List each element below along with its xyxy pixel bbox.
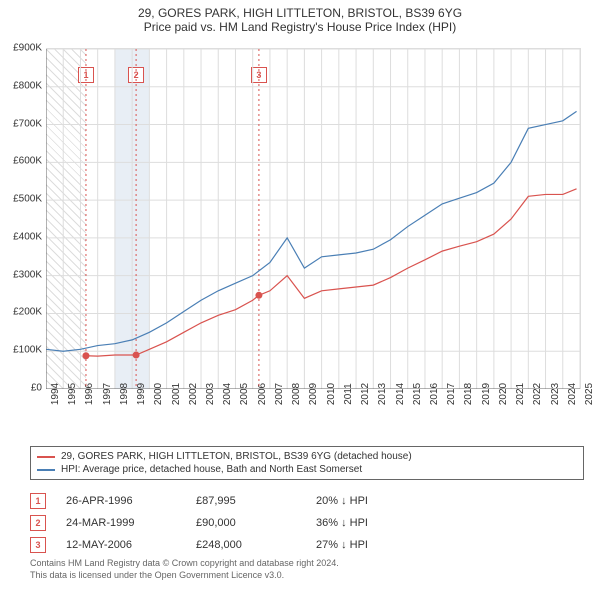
legend: 29, GORES PARK, HIGH LITTLETON, BRISTOL,… [30, 446, 584, 480]
y-tick-label: £400K [13, 231, 42, 242]
sale-price: £90,000 [196, 517, 296, 529]
sale-row: 2 24-MAR-1999 £90,000 36% ↓ HPI [30, 512, 570, 534]
sale-date: 24-MAR-1999 [66, 517, 176, 529]
sale-hpi-diff: 36% ↓ HPI [316, 517, 436, 529]
chart-plot-area: 123 [46, 48, 581, 389]
y-tick-label: £100K [13, 345, 42, 356]
sales-table: 1 26-APR-1996 £87,995 20% ↓ HPI2 24-MAR-… [30, 490, 570, 556]
legend-item: 29, GORES PARK, HIGH LITTLETON, BRISTOL,… [37, 450, 577, 463]
sale-row: 3 12-MAY-2006 £248,000 27% ↓ HPI [30, 534, 570, 556]
sale-date: 12-MAY-2006 [66, 539, 176, 551]
footer-attribution: Contains HM Land Registry data © Crown c… [30, 558, 570, 581]
title-block: 29, GORES PARK, HIGH LITTLETON, BRISTOL,… [0, 0, 600, 34]
legend-swatch [37, 469, 55, 471]
sale-date: 26-APR-1996 [66, 495, 176, 507]
title-subtitle: Price paid vs. HM Land Registry's House … [0, 20, 600, 34]
sale-hpi-diff: 20% ↓ HPI [316, 495, 436, 507]
sale-marker-box: 2 [30, 515, 46, 531]
y-tick-label: £900K [13, 43, 42, 54]
y-tick-label: £0 [31, 383, 42, 394]
sale-row: 1 26-APR-1996 £87,995 20% ↓ HPI [30, 490, 570, 512]
y-tick-label: £800K [13, 80, 42, 91]
y-axis-labels: £0£100K£200K£300K£400K£500K£600K£700K£80… [0, 48, 44, 388]
sale-marker-box: 3 [30, 537, 46, 553]
sale-price: £248,000 [196, 539, 296, 551]
y-tick-label: £700K [13, 118, 42, 129]
sale-price: £87,995 [196, 495, 296, 507]
chart-svg [46, 49, 580, 389]
y-tick-label: £500K [13, 194, 42, 205]
y-tick-label: £300K [13, 269, 42, 280]
y-tick-label: £200K [13, 307, 42, 318]
x-tick-label: 2025 [584, 383, 595, 405]
x-axis-labels: 1994199519961997199819992000200120022003… [46, 392, 580, 442]
legend-label: 29, GORES PARK, HIGH LITTLETON, BRISTOL,… [61, 451, 412, 462]
legend-item: HPI: Average price, detached house, Bath… [37, 463, 577, 476]
footer-line: This data is licensed under the Open Gov… [30, 570, 570, 582]
legend-swatch [37, 456, 55, 458]
footer-line: Contains HM Land Registry data © Crown c… [30, 558, 570, 570]
y-tick-label: £600K [13, 156, 42, 167]
title-address: 29, GORES PARK, HIGH LITTLETON, BRISTOL,… [0, 6, 600, 20]
chart-container: 29, GORES PARK, HIGH LITTLETON, BRISTOL,… [0, 0, 600, 590]
sale-marker-box: 1 [30, 493, 46, 509]
sale-hpi-diff: 27% ↓ HPI [316, 539, 436, 551]
legend-label: HPI: Average price, detached house, Bath… [61, 464, 362, 475]
